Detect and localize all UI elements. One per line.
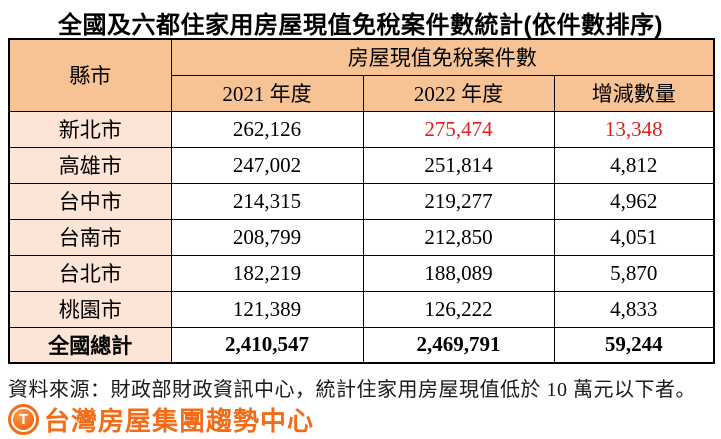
city-label: 台南市 bbox=[8, 218, 172, 256]
logo-letter: T bbox=[13, 408, 34, 430]
table-header-row-years: 2021 年度 2022 年度 增減數量 bbox=[9, 74, 715, 112]
total-2022: 2,469,791 bbox=[362, 326, 555, 364]
page-title: 全國及六都住家用房屋現值免稅案件數統計(依件數排序) bbox=[58, 12, 663, 39]
header-county: 縣市 bbox=[8, 38, 172, 112]
header-diff: 增減數量 bbox=[553, 74, 715, 112]
city-label: 高雄市 bbox=[8, 146, 172, 184]
brand-name: 台灣房屋集團趨勢中心 bbox=[44, 405, 315, 436]
table-row-kaohsiung: 高雄市 247,002 251,814 4,812 bbox=[8, 146, 715, 184]
value-2022: 275,474 bbox=[362, 110, 555, 148]
table-row-taoyuan: 桃園市 121,389 126,222 4,833 bbox=[8, 290, 715, 328]
value-diff: 4,833 bbox=[553, 290, 715, 328]
value-2021: 182,219 bbox=[170, 254, 364, 292]
value-diff: 4,051 bbox=[553, 218, 715, 256]
value-2022: 212,850 bbox=[362, 218, 555, 256]
header-year-2022: 2022 年度 bbox=[362, 74, 555, 112]
value-2022: 219,277 bbox=[362, 182, 555, 220]
table-row-new-taipei: 新北市 262,126 275,474 13,348 bbox=[8, 110, 715, 148]
source-note: 資料來源：財政部財政資訊中心，統計住家用房屋現值低於 10 萬元以下者。 bbox=[8, 379, 696, 401]
value-2022: 188,089 bbox=[362, 254, 555, 292]
brand-footer: T 台灣房屋集團趨勢中心 bbox=[8, 402, 314, 436]
value-diff: 13,348 bbox=[553, 110, 715, 148]
total-label: 全國總計 bbox=[8, 326, 172, 364]
total-2021: 2,410,547 bbox=[170, 326, 364, 364]
value-2021: 262,126 bbox=[170, 110, 364, 148]
value-2021: 121,389 bbox=[170, 290, 364, 328]
table-row-taipei: 台北市 182,219 188,089 5,870 bbox=[8, 254, 715, 292]
value-2021: 208,799 bbox=[170, 218, 364, 256]
city-label: 新北市 bbox=[8, 110, 172, 148]
city-label: 台中市 bbox=[8, 182, 172, 220]
value-2021: 247,002 bbox=[170, 146, 364, 184]
city-label: 桃園市 bbox=[8, 290, 172, 328]
value-2021: 214,315 bbox=[170, 182, 364, 220]
value-diff: 4,962 bbox=[553, 182, 715, 220]
value-2022: 251,814 bbox=[362, 146, 555, 184]
stats-table: 縣市 房屋現值免稅案件數 2021 年度 2022 年度 增減數量 新北市 26… bbox=[8, 38, 716, 364]
table-row-taichung: 台中市 214,315 219,277 4,962 bbox=[8, 182, 715, 220]
city-label: 台北市 bbox=[8, 254, 172, 292]
total-diff: 59,244 bbox=[553, 326, 715, 364]
header-year-2021: 2021 年度 bbox=[170, 74, 364, 112]
value-diff: 4,812 bbox=[553, 146, 715, 184]
taiwan-housing-logo-icon: T bbox=[8, 403, 39, 435]
header-group-exempt-cases: 房屋現值免稅案件數 bbox=[170, 38, 715, 76]
table-row-national-total: 全國總計 2,410,547 2,469,791 59,244 bbox=[8, 326, 715, 364]
value-diff: 5,870 bbox=[553, 254, 715, 292]
value-2022: 126,222 bbox=[362, 290, 555, 328]
table-row-tainan: 台南市 208,799 212,850 4,051 bbox=[8, 218, 715, 256]
table-header-row-group: 縣市 房屋現值免稅案件數 bbox=[8, 38, 715, 112]
